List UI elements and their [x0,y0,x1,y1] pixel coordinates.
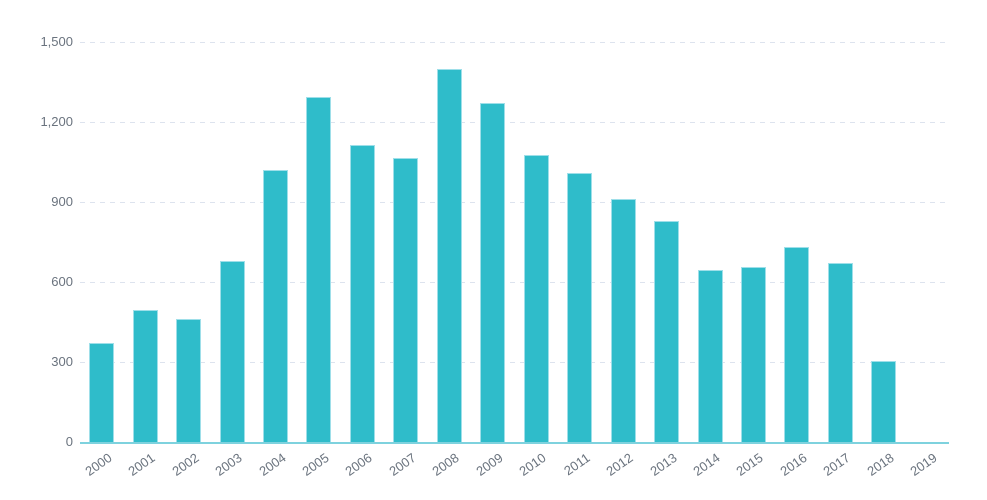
bar-2005[interactable] [306,96,332,442]
gridline-1500 [80,42,949,43]
y-tick-label-600: 600 [51,274,73,289]
bar-2011[interactable] [567,172,593,442]
gridline-1200 [80,122,949,123]
bar-2018[interactable] [871,360,897,442]
y-tick-label-300: 300 [51,354,73,369]
gridline-600 [80,282,949,283]
bar-2014[interactable] [697,270,723,442]
bar-2001[interactable] [132,310,158,442]
gridline-900 [80,202,949,203]
bar-2013[interactable] [654,220,680,442]
x-axis-baseline [80,442,949,444]
bar-2015[interactable] [740,267,766,442]
bar-2008[interactable] [436,68,462,442]
bar-2007[interactable] [393,158,419,442]
bar-2016[interactable] [784,247,810,442]
bar-2002[interactable] [176,319,202,442]
bar-2004[interactable] [263,170,289,442]
bar-2006[interactable] [349,144,375,442]
bar-2010[interactable] [523,155,549,442]
bar-2000[interactable] [89,343,115,442]
y-tick-label-1500: 1,500 [40,34,73,49]
bar-2017[interactable] [827,263,853,442]
y-tick-label-900: 900 [51,194,73,209]
bar-2012[interactable] [610,199,636,442]
gridline-300 [80,362,949,363]
y-tick-label-0: 0 [65,434,73,449]
y-tick-label-1200: 1,200 [40,114,73,129]
bar-2009[interactable] [480,103,506,442]
bar-2003[interactable] [219,260,245,442]
